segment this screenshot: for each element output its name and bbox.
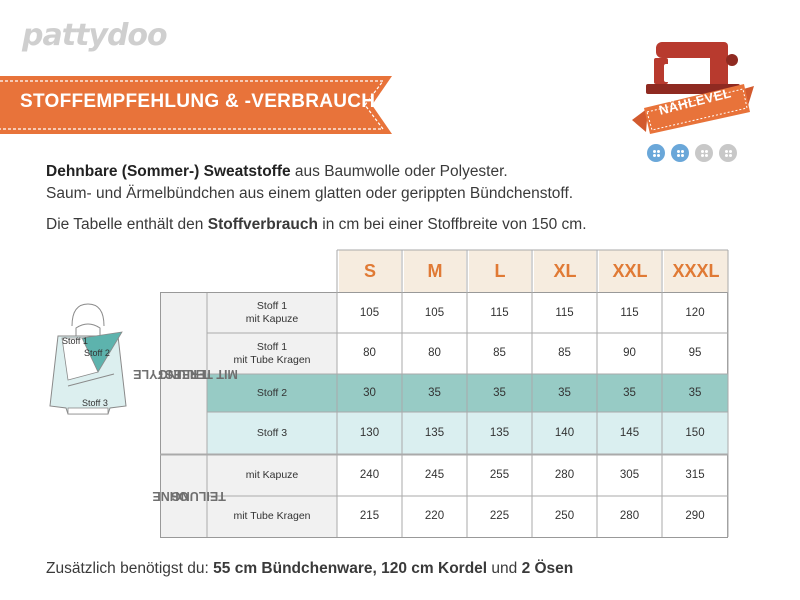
table-cell: 315 bbox=[685, 469, 705, 481]
size-header-m: M bbox=[404, 250, 466, 292]
table-cell: 280 bbox=[554, 469, 575, 481]
table-cell: 135 bbox=[489, 426, 510, 439]
row-label-stoff1-kapuze: Stoff 1 mit Kapuze bbox=[245, 300, 299, 325]
table-cell: 290 bbox=[685, 510, 705, 522]
group-label-ohne-teilung: OHNE TEILUNG bbox=[151, 489, 226, 503]
hoodie-icon bbox=[49, 303, 127, 415]
section-title: STOFFEMPFEHLUNG & -VERBRAUCH bbox=[20, 91, 376, 112]
table-cell: 105 bbox=[424, 306, 445, 319]
size-header-xl: XL bbox=[534, 250, 596, 292]
sweater-illustration: Stoff 1 Stoff 2 Stoff 3 bbox=[38, 296, 138, 421]
table-cell: 305 bbox=[619, 469, 640, 481]
table-cell: 85 bbox=[493, 347, 506, 359]
table-cell: 145 bbox=[619, 426, 640, 439]
table-cell: 35 bbox=[428, 386, 441, 399]
table-cell: 130 bbox=[359, 426, 380, 439]
cuff-fabric-note: Saum- und Ärmelbündchen aus einem glatte… bbox=[46, 185, 574, 202]
table-cell: 115 bbox=[555, 306, 574, 319]
table-cell: 35 bbox=[493, 386, 506, 399]
banner-ribbon-shape bbox=[0, 76, 392, 134]
pattydoo-logo: pattydoo bbox=[22, 18, 168, 53]
eyelets: 2 Ösen bbox=[521, 560, 574, 577]
table-cell: 80 bbox=[428, 347, 441, 359]
fabric-recommendation: Dehnbare (Sommer-) Sweatstoffe aus Baumw… bbox=[46, 161, 573, 205]
size-header-s: S bbox=[339, 250, 401, 292]
table-cell: 135 bbox=[424, 426, 445, 439]
table-cell: 35 bbox=[558, 386, 571, 399]
sweater-label-stoff1: Stoff 1 bbox=[62, 336, 88, 346]
sweater-label-stoff3: Stoff 3 bbox=[82, 398, 108, 408]
table-cell: 140 bbox=[554, 426, 575, 439]
table-cell: 240 bbox=[359, 469, 380, 481]
table-cell: 220 bbox=[424, 510, 445, 522]
naehlevel-badge: NÄHLEVEL bbox=[628, 28, 758, 168]
table-cell: 35 bbox=[688, 386, 702, 399]
fabric-type: Dehnbare (Sommer-) Sweatstoffe bbox=[46, 163, 291, 180]
row-label-stoff1-tube: Stoff 1 mit Tube Kragen bbox=[233, 340, 311, 366]
skill-level-dots bbox=[647, 144, 737, 162]
table-cell: 30 bbox=[363, 386, 376, 399]
table-cell: 80 bbox=[363, 347, 376, 359]
sewing-machine-icon bbox=[632, 42, 754, 134]
fabric-material: aus Baumwolle oder Polyester. bbox=[290, 163, 508, 180]
table-cell: 115 bbox=[490, 306, 509, 319]
table-cell: 255 bbox=[489, 469, 510, 481]
level-dot-filled bbox=[647, 144, 665, 162]
table-cell: 225 bbox=[489, 510, 510, 522]
row-label-stoff2: Stoff 2 bbox=[256, 386, 288, 399]
table-description: Die Tabelle enthält den Stoffverbrauch i… bbox=[46, 216, 587, 233]
group-column-bg bbox=[161, 293, 207, 537]
size-header-l: L bbox=[469, 250, 531, 292]
additional-materials: Zusätzlich benötigst du: 55 cm Bündchenw… bbox=[46, 560, 574, 577]
table-cell: 90 bbox=[623, 347, 636, 359]
row-label-mit-tube-kragen: mit Tube Kragen bbox=[233, 510, 311, 522]
table-cell: 245 bbox=[424, 469, 445, 481]
table-cell: 35 bbox=[623, 386, 636, 399]
table-cell: 115 bbox=[620, 306, 639, 319]
table-cell: 150 bbox=[685, 426, 705, 439]
level-dot-empty bbox=[719, 144, 737, 162]
size-header-xxxl: XXXL bbox=[664, 250, 728, 292]
level-dot-empty bbox=[695, 144, 713, 162]
sweater-label-stoff2: Stoff 2 bbox=[84, 348, 110, 358]
row-label-mit-kapuze: mit Kapuze bbox=[245, 469, 299, 481]
size-header-xxl: XXL bbox=[599, 250, 661, 292]
section-banner: STOFFEMPFEHLUNG & -VERBRAUCH bbox=[0, 76, 392, 134]
table-cell: 215 bbox=[359, 510, 380, 522]
table-cell: 250 bbox=[554, 510, 575, 522]
group-label-freestyle: FREESTYLE MIT TEILUNG bbox=[133, 366, 238, 381]
level-dot-filled bbox=[671, 144, 689, 162]
row-label-stoff3: Stoff 3 bbox=[256, 426, 288, 439]
materials-list: 55 cm Bündchenware, 120 cm Kordel bbox=[213, 560, 488, 577]
table-cell: 120 bbox=[685, 306, 705, 319]
table-cell: 105 bbox=[359, 306, 380, 319]
table-cell: 95 bbox=[688, 347, 702, 359]
table-cell: 85 bbox=[558, 347, 571, 359]
table-cell: 280 bbox=[619, 510, 640, 522]
